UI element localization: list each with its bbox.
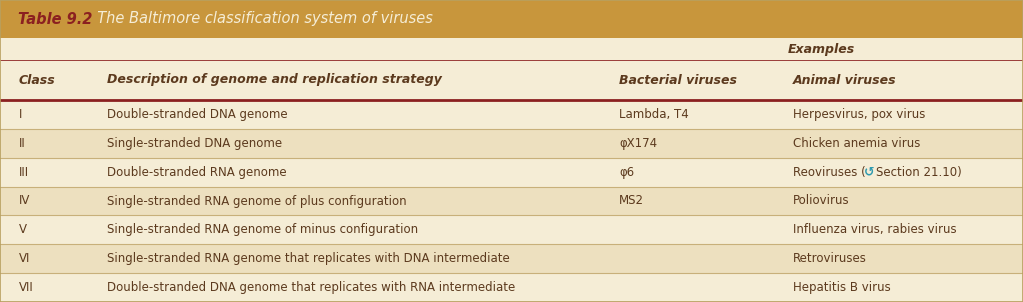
Text: φ6: φ6 xyxy=(619,165,634,179)
Text: Hepatitis B virus: Hepatitis B virus xyxy=(793,281,891,294)
Text: Section 21.10): Section 21.10) xyxy=(877,165,962,179)
Text: I: I xyxy=(18,108,21,121)
Text: Single-stranded RNA genome of minus configuration: Single-stranded RNA genome of minus conf… xyxy=(107,223,418,236)
Text: Influenza virus, rabies virus: Influenza virus, rabies virus xyxy=(793,223,957,236)
Bar xyxy=(0,0,1023,38)
Text: Table 9.2: Table 9.2 xyxy=(18,11,93,27)
Text: Double-stranded RNA genome: Double-stranded RNA genome xyxy=(107,165,287,179)
Text: Class: Class xyxy=(18,73,55,86)
Text: II: II xyxy=(18,137,26,150)
Text: Poliovirus: Poliovirus xyxy=(793,194,849,207)
Bar xyxy=(0,187,1023,215)
Bar xyxy=(0,38,1023,100)
Text: VI: VI xyxy=(18,252,30,265)
Text: V: V xyxy=(18,223,27,236)
Text: The Baltimore classification system of viruses: The Baltimore classification system of v… xyxy=(88,11,433,27)
Bar xyxy=(0,129,1023,158)
Text: Bacterial viruses: Bacterial viruses xyxy=(619,73,737,86)
Text: Reoviruses (: Reoviruses ( xyxy=(793,165,865,179)
Bar xyxy=(0,244,1023,273)
Text: Chicken anemia virus: Chicken anemia virus xyxy=(793,137,921,150)
Bar xyxy=(0,158,1023,187)
Text: ↺: ↺ xyxy=(864,165,875,179)
Text: IV: IV xyxy=(18,194,30,207)
Text: Herpesvirus, pox virus: Herpesvirus, pox virus xyxy=(793,108,925,121)
Bar xyxy=(0,215,1023,244)
Text: Lambda, T4: Lambda, T4 xyxy=(619,108,688,121)
Text: Examples: Examples xyxy=(788,43,854,56)
Text: Single-stranded DNA genome: Single-stranded DNA genome xyxy=(107,137,282,150)
Text: VII: VII xyxy=(18,281,33,294)
Text: Double-stranded DNA genome: Double-stranded DNA genome xyxy=(107,108,288,121)
Text: Double-stranded DNA genome that replicates with RNA intermediate: Double-stranded DNA genome that replicat… xyxy=(107,281,516,294)
Text: Animal viruses: Animal viruses xyxy=(793,73,896,86)
Text: III: III xyxy=(18,165,29,179)
Bar xyxy=(0,273,1023,302)
Text: Single-stranded RNA genome that replicates with DNA intermediate: Single-stranded RNA genome that replicat… xyxy=(107,252,510,265)
Text: MS2: MS2 xyxy=(619,194,643,207)
Text: Single-stranded RNA genome of plus configuration: Single-stranded RNA genome of plus confi… xyxy=(107,194,407,207)
Text: φX174: φX174 xyxy=(619,137,657,150)
Text: Description of genome and replication strategy: Description of genome and replication st… xyxy=(107,73,442,86)
Text: Retroviruses: Retroviruses xyxy=(793,252,866,265)
Bar xyxy=(0,100,1023,129)
